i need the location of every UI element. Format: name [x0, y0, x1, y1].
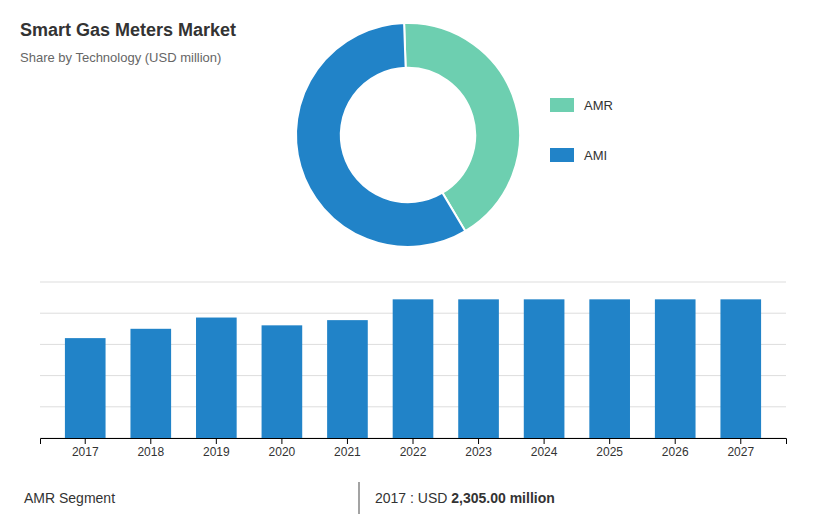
tick-label: 2026: [662, 445, 689, 459]
tick: 2023: [465, 438, 492, 459]
slice: [296, 23, 465, 247]
legend-swatch: [550, 148, 574, 162]
annotation: 2017 : USD 2,305.00 million: [375, 490, 555, 506]
tick-label: 2024: [531, 445, 558, 459]
bar: [720, 299, 761, 438]
bar: [655, 299, 696, 438]
legend-label: AMR: [584, 98, 613, 113]
tick-label: 2020: [269, 445, 296, 459]
tick: 2024: [531, 438, 558, 459]
divider: [358, 482, 359, 514]
bar: [327, 320, 368, 438]
tick: 2018: [137, 438, 164, 459]
tick: 2022: [400, 438, 427, 459]
donut: [296, 23, 520, 247]
tick-label: 2023: [465, 445, 492, 459]
annotation-part: 2,305.00 million: [451, 490, 555, 506]
bars: [65, 299, 761, 438]
legend-swatch: [550, 98, 574, 112]
axis-line: [41, 439, 787, 445]
grid-line: [40, 282, 786, 283]
bar: [458, 299, 499, 438]
bar: [262, 325, 303, 438]
tick: 2026: [662, 438, 689, 459]
tick: 2019: [203, 438, 230, 459]
tick: 2021: [334, 438, 361, 459]
tick-mark: [609, 438, 610, 444]
bar-chart: 2017 2018 2019 2020 2021 2022 2023 2024 2025 2026…: [40, 282, 787, 459]
tick-label: 2022: [400, 445, 427, 459]
tick-mark: [675, 438, 676, 444]
x-axis: 2017 2018 2019 2020 2021 2022 2023 2024 2025 2026…: [41, 438, 787, 459]
tick-mark: [347, 438, 348, 444]
tick-label: 2018: [137, 445, 164, 459]
legend-item: AMI: [550, 148, 607, 163]
bar: [130, 329, 171, 438]
tick-label: 2027: [727, 445, 754, 459]
legend-item: AMR: [550, 98, 613, 113]
tick-mark: [216, 438, 217, 444]
tick: 2027: [727, 438, 754, 459]
tick: 2025: [596, 438, 623, 459]
tick-label: 2021: [334, 445, 361, 459]
tick-label: 2017: [72, 445, 99, 459]
bar: [65, 338, 106, 438]
tick-label: 2019: [203, 445, 230, 459]
tick-label: 2025: [596, 445, 623, 459]
tick-mark: [413, 438, 414, 444]
annotation: AMR Segment: [24, 490, 115, 506]
legend: AMR AMI: [550, 98, 613, 163]
legend-label: AMI: [584, 148, 607, 163]
tick: 2020: [269, 438, 296, 459]
bar: [393, 299, 434, 438]
tick-mark: [281, 438, 282, 444]
tick-mark: [544, 438, 545, 444]
grid: [40, 282, 786, 438]
bar: [196, 318, 237, 438]
tick-mark: [150, 438, 151, 444]
annotation-part: 2017 : USD: [375, 490, 451, 506]
title: Smart Gas Meters Market: [20, 20, 236, 40]
tick-mark: [478, 438, 479, 444]
tick-mark: [85, 438, 86, 444]
tick-mark: [740, 438, 741, 444]
footer: AMR Segment 2017 : USD 2,305.00 million: [24, 482, 555, 514]
bar: [589, 299, 630, 438]
subtitle: Share by Technology (USD million): [20, 50, 221, 65]
bar: [524, 299, 565, 438]
chart: Smart Gas Meters Market Share by Technolo…: [0, 0, 816, 528]
tick: 2017: [72, 438, 99, 459]
